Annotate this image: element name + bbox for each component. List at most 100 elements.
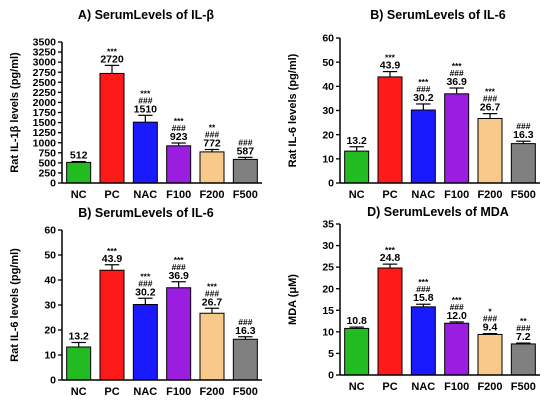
x-tick-label: NC: [349, 189, 365, 201]
x-tick-label: F100: [166, 386, 191, 398]
data-label: 15.8: [413, 292, 434, 304]
x-tick-label: NAC: [133, 386, 157, 398]
y-tick-label: 2000: [33, 97, 57, 109]
data-label: 36.9: [446, 76, 467, 88]
bar-pc: [99, 269, 125, 381]
x-tick-label: NC: [71, 189, 87, 201]
bar-pc: [377, 267, 403, 376]
data-label: 30.2: [135, 286, 156, 298]
bar-nc: [344, 150, 370, 184]
bar-f500: [232, 158, 258, 184]
y-tick-label: 5: [328, 348, 334, 360]
significance-vs-pc: ###: [205, 288, 219, 298]
x-tick-label: F200: [199, 189, 224, 201]
x-tick-label: NAC: [411, 189, 435, 201]
chart-panel-4: D) SerumLevels of MDA MDA (μM) 0 5 10 15 20 25 3…: [287, 205, 540, 393]
x-tick-label: F500: [511, 189, 536, 201]
data-label: 43.9: [102, 253, 123, 265]
significance-vs-pc: ###: [238, 137, 252, 147]
bar-pc: [377, 76, 403, 184]
data-label: 26.7: [202, 296, 223, 308]
bar-nac: [132, 304, 158, 381]
significance-vs-pc: ###: [138, 95, 152, 105]
y-tick-label: 35: [322, 219, 334, 231]
y-tick-label: 50: [322, 57, 334, 69]
data-label: 1510: [134, 103, 158, 115]
chart-panel-2: B) SerumLevels of IL-6 Rat IL-6 levels (p…: [287, 8, 540, 201]
significance-vs-nc: ***: [174, 116, 185, 126]
chart-title: B) SerumLevels of IL-6: [78, 206, 213, 220]
significance-vs-pc: ###: [172, 262, 186, 272]
y-tick-label: 500: [38, 157, 56, 169]
x-tick-label: F100: [444, 381, 469, 393]
x-tick-label: PC: [104, 189, 119, 201]
significance-vs-pc: ###: [238, 317, 252, 327]
y-axis-label: Rat IL-1β levels (pg/ml): [9, 52, 21, 173]
y-tick-label: 15: [322, 305, 334, 317]
x-tick-label: F200: [199, 386, 224, 398]
bar-nc: [66, 346, 92, 381]
y-tick-label: 3250: [33, 47, 57, 59]
chart-panel-3: B) SerumLevels of IL-6 Rat IL-6 levels (p…: [9, 206, 262, 398]
y-tick-label: 25: [322, 262, 334, 274]
significance-vs-nc: ***: [385, 245, 396, 255]
data-label: 10.8: [346, 315, 367, 327]
significance-vs-pc: ###: [516, 121, 530, 131]
significance-vs-nc: ***: [418, 77, 429, 87]
data-label: 512: [70, 150, 88, 162]
y-tick-label: 30: [322, 240, 334, 252]
y-axis-label: Rat IL-6 levels (pg/ml): [287, 53, 299, 167]
x-tick-label: PC: [104, 386, 119, 398]
significance-vs-nc: ***: [140, 88, 151, 98]
y-tick-label: 40: [322, 81, 334, 93]
data-label: 36.9: [168, 270, 189, 282]
bar-f200: [477, 117, 503, 184]
chart-panel-1: A) SerumLevels of IL-β Rat IL-1β levels (…: [9, 8, 262, 201]
y-tick-label: 10: [44, 350, 56, 362]
data-label: 16.3: [513, 129, 534, 141]
significance-vs-nc: ***: [452, 295, 463, 305]
x-tick-label: F500: [233, 386, 258, 398]
significance-vs-nc: ***: [107, 46, 118, 56]
x-tick-label: F500: [511, 381, 536, 393]
significance-vs-pc: ###: [483, 314, 497, 324]
y-tick-label: 750: [38, 147, 56, 159]
y-tick-label: 2500: [33, 77, 57, 89]
significance-vs-nc: ***: [174, 255, 185, 265]
y-tick-label: 2750: [33, 67, 57, 79]
bar-nc: [344, 327, 370, 376]
significance-vs-pc: ###: [138, 278, 152, 288]
bar-nac: [132, 121, 158, 184]
chart-title: A) SerumLevels of IL-β: [78, 8, 214, 22]
x-tick-label: NC: [349, 381, 365, 393]
significance-vs-pc: ###: [205, 129, 219, 139]
data-label: 16.3: [235, 325, 256, 337]
x-tick-label: NC: [71, 386, 87, 398]
significance-vs-pc: ###: [172, 123, 186, 133]
x-tick-label: F200: [477, 381, 502, 393]
data-label: 923: [170, 131, 188, 143]
significance-vs-nc: **: [520, 316, 527, 326]
x-tick-label: F500: [233, 189, 258, 201]
significance-vs-nc: **: [209, 122, 216, 132]
data-label: 26.7: [480, 102, 501, 114]
data-label: 30.2: [413, 92, 434, 104]
y-tick-label: 1750: [33, 107, 57, 119]
data-label: 2720: [100, 53, 124, 65]
chart-title: D) SerumLevels of MDA: [367, 205, 509, 219]
bar-f100: [444, 322, 470, 376]
bar-nc: [66, 161, 92, 184]
significance-vs-nc: *: [488, 307, 492, 317]
data-label: 24.8: [380, 252, 401, 264]
x-tick-label: PC: [382, 381, 397, 393]
x-tick-label: PC: [382, 189, 397, 201]
y-tick-label: 40: [44, 275, 56, 287]
y-tick-label: 20: [322, 283, 334, 295]
y-tick-label: 20: [44, 325, 56, 337]
bar-f100: [444, 93, 470, 184]
data-label: 587: [237, 145, 255, 157]
y-tick-label: 30: [322, 105, 334, 117]
y-axis-label: MDA (μM): [287, 274, 299, 325]
x-tick-label: NAC: [133, 189, 157, 201]
significance-vs-nc: ***: [452, 61, 463, 71]
